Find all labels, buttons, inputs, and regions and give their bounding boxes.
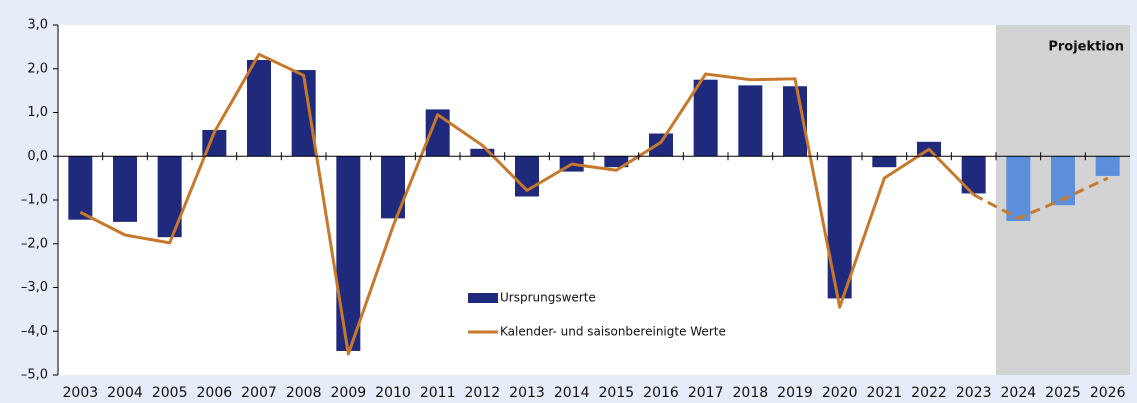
bar [1006, 156, 1031, 221]
y-tick-label: –1,0 [21, 193, 48, 208]
projection-label: Projektion [1048, 40, 1124, 55]
x-tick-label: 2010 [375, 385, 411, 401]
y-tick-label: 1,0 [27, 105, 48, 120]
x-tick-label: 2025 [1045, 385, 1081, 401]
plot-area [58, 25, 1130, 375]
y-tick-label: 3,0 [27, 18, 48, 33]
x-tick-label: 2008 [286, 385, 322, 401]
x-tick-label: 2004 [107, 385, 143, 401]
bar [738, 85, 763, 157]
y-tick-label: 2,0 [27, 61, 48, 76]
x-tick-label: 2018 [733, 385, 769, 401]
legend-label: Kalender- und saisonbereinigte Werte [500, 325, 726, 339]
bar [872, 156, 897, 168]
y-tick-label: –2,0 [21, 236, 48, 251]
bar [693, 79, 718, 157]
x-tick-label: 2022 [911, 385, 947, 401]
x-tick-label: 2007 [241, 385, 277, 401]
bar [1095, 156, 1120, 176]
x-tick-label: 2016 [643, 385, 679, 401]
x-tick-label: 2014 [554, 385, 590, 401]
line [79, 52, 975, 356]
x-tick-label: 2006 [197, 385, 233, 401]
y-tick-label: –5,0 [21, 368, 48, 383]
x-tick-label: 2023 [956, 385, 992, 401]
x-tick-label: 2011 [420, 385, 456, 401]
bar [604, 156, 629, 168]
x-tick-label: 2003 [63, 385, 99, 401]
bar [247, 60, 271, 157]
x-tick-label: 2026 [1090, 385, 1126, 401]
bar [113, 156, 137, 222]
x-tick-label: 2013 [509, 385, 545, 401]
legend-swatch [468, 293, 498, 303]
x-tick-label: 2021 [867, 385, 903, 401]
x-tick-label: 2009 [331, 385, 367, 401]
bar [68, 156, 93, 220]
x-tick-label: 2012 [465, 385, 501, 401]
x-tick-label: 2024 [1001, 385, 1037, 401]
bar [827, 156, 852, 299]
bar [470, 148, 495, 157]
y-tick-label: –3,0 [21, 280, 48, 295]
bar [336, 156, 361, 351]
line [972, 176, 1109, 220]
x-tick-label: 2005 [152, 385, 188, 401]
x-tick-label: 2015 [599, 385, 635, 401]
legend-label: Ursprungswerte [500, 291, 596, 305]
y-tick-label: –4,0 [21, 324, 48, 339]
y-tick-label: 0,0 [27, 149, 48, 164]
bar [1051, 156, 1075, 206]
x-tick-label: 2017 [688, 385, 724, 401]
x-tick-label: 2019 [777, 385, 813, 401]
bar [649, 133, 673, 157]
x-tick-label: 2020 [822, 385, 858, 401]
